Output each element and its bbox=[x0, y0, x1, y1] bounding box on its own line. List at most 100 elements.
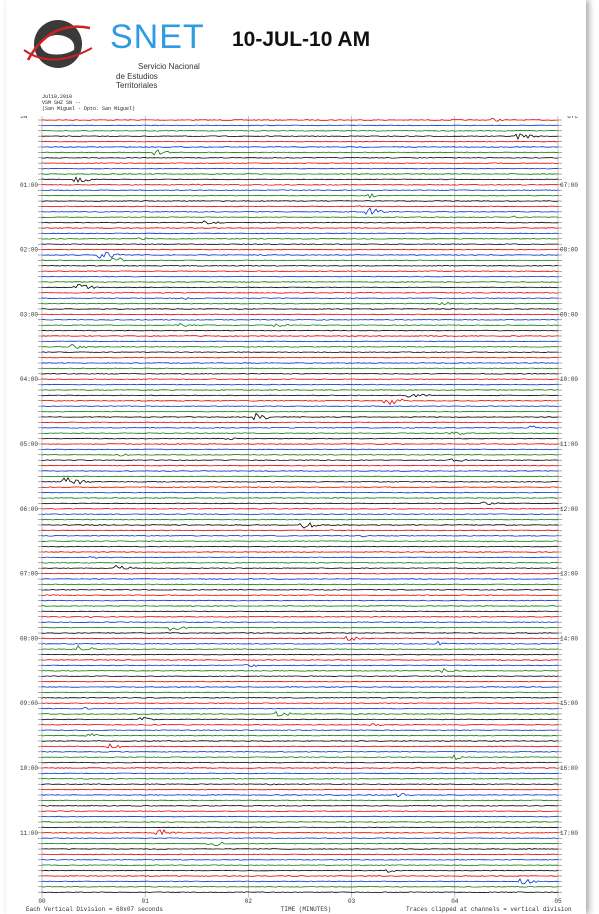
seismic-trace bbox=[41, 501, 559, 506]
seismic-trace bbox=[41, 398, 559, 406]
seismic-trace bbox=[41, 343, 559, 349]
seismic-trace bbox=[41, 767, 559, 769]
seismic-trace bbox=[41, 251, 559, 259]
seismic-trace bbox=[41, 283, 559, 290]
seismic-trace bbox=[41, 691, 559, 694]
seismic-trace bbox=[41, 200, 559, 202]
snet-logo: SNET Servicio Nacional de Estudios Terri… bbox=[20, 10, 204, 90]
seismic-trace bbox=[41, 486, 559, 488]
seismic-trace bbox=[41, 149, 559, 156]
seismic-trace bbox=[41, 412, 559, 421]
seismic-trace bbox=[41, 859, 558, 861]
seismic-trace bbox=[41, 710, 558, 717]
seismic-trace bbox=[41, 702, 559, 704]
seismic-trace bbox=[41, 173, 558, 175]
hour-label-left: 11:00 bbox=[20, 830, 38, 837]
seismic-trace bbox=[41, 140, 559, 143]
logo-text: SNET bbox=[110, 18, 205, 56]
seismic-trace bbox=[41, 281, 559, 283]
seismic-trace bbox=[41, 886, 559, 888]
hour-label-left: 01:00 bbox=[20, 182, 38, 189]
axis-title: TIME (MINUTES) bbox=[281, 906, 331, 913]
seismic-trace bbox=[41, 632, 559, 634]
seismic-trace bbox=[41, 323, 559, 328]
seismic-trace bbox=[41, 635, 559, 641]
minute-tick-label: 05 bbox=[554, 898, 562, 905]
hour-label-right: 13:00 bbox=[560, 571, 578, 578]
seismic-trace bbox=[41, 640, 559, 646]
seismic-trace bbox=[41, 561, 559, 564]
seismic-trace bbox=[41, 351, 558, 353]
seismic-trace bbox=[41, 680, 559, 683]
hour-label-left: 09:00 bbox=[20, 700, 38, 707]
logo-subtitle-2: de Estudios Territoriales bbox=[116, 72, 158, 90]
seismic-trace bbox=[41, 477, 559, 485]
seismic-trace bbox=[41, 706, 559, 710]
hour-label-right: 10:00 bbox=[560, 376, 578, 383]
seismic-trace bbox=[41, 475, 559, 478]
seismic-trace bbox=[41, 157, 558, 159]
logo-subtitle-1: Servicio Nacional bbox=[138, 62, 200, 71]
hour-label-right: 15:00 bbox=[560, 700, 578, 707]
footer-left-note: Each Vertical Division = 60x07 seconds bbox=[26, 906, 163, 913]
seismic-trace bbox=[41, 497, 559, 499]
helicorder-plot: SN UTC 01:00 02:00 03:00 04:00 05:00 06:00 07:00… bbox=[20, 116, 578, 898]
seismic-trace bbox=[41, 815, 558, 818]
seismic-trace bbox=[41, 717, 559, 721]
seismic-trace bbox=[41, 508, 558, 510]
seismogram-page: SNET Servicio Nacional de Estudios Terri… bbox=[6, 0, 586, 914]
seismic-trace bbox=[41, 878, 559, 885]
seismic-trace bbox=[41, 518, 559, 521]
seismic-trace bbox=[41, 183, 559, 186]
seismic-trace bbox=[41, 864, 559, 866]
seismic-trace bbox=[41, 319, 559, 321]
seismic-trace bbox=[41, 594, 559, 596]
seismic-trace bbox=[41, 733, 559, 737]
seismic-trace bbox=[41, 421, 559, 424]
seismic-trace bbox=[41, 162, 559, 164]
seismic-trace bbox=[41, 248, 559, 251]
seismic-trace bbox=[41, 778, 558, 780]
seismic-trace bbox=[41, 362, 559, 364]
hour-label-left: 05:00 bbox=[20, 441, 38, 448]
seismic-trace bbox=[41, 237, 559, 241]
seismic-trace bbox=[41, 761, 559, 764]
seismic-trace bbox=[41, 626, 559, 632]
seismic-trace bbox=[41, 383, 558, 386]
minute-tick-label: 02 bbox=[245, 898, 253, 905]
seismic-trace bbox=[41, 875, 559, 877]
hour-label-right: 16:00 bbox=[560, 765, 578, 772]
station-location: (San Miguel - Dpto. San Miguel) bbox=[42, 106, 136, 112]
seismic-trace bbox=[41, 826, 559, 829]
seismic-trace bbox=[41, 675, 559, 677]
seismic-trace bbox=[41, 556, 559, 559]
hour-label-left: 10:00 bbox=[20, 765, 38, 772]
seismic-trace bbox=[41, 615, 559, 619]
corner-left-label: SN bbox=[20, 116, 28, 120]
seismic-trace bbox=[41, 644, 559, 651]
seismic-trace bbox=[41, 788, 559, 791]
seismic-trace bbox=[41, 686, 559, 688]
seismic-trace bbox=[41, 751, 559, 753]
seismic-trace bbox=[41, 740, 559, 742]
seismic-trace bbox=[41, 799, 559, 802]
el-salvador-globe-icon bbox=[23, 20, 93, 68]
seismic-trace bbox=[41, 605, 559, 607]
seismic-trace bbox=[41, 853, 559, 856]
seismic-trace bbox=[41, 176, 559, 183]
seismic-trace bbox=[41, 308, 559, 310]
seismic-trace bbox=[41, 301, 559, 306]
footer-right-note: Traces clipped at channels = vertical di… bbox=[406, 906, 572, 913]
seismic-trace bbox=[41, 513, 559, 515]
seismic-trace bbox=[42, 564, 559, 570]
hour-label-right: 14:00 bbox=[560, 635, 578, 642]
seismic-trace bbox=[41, 405, 559, 407]
seismic-trace bbox=[41, 723, 559, 727]
hour-label-right: 12:00 bbox=[560, 506, 578, 513]
seismic-trace bbox=[41, 572, 559, 575]
seismic-trace bbox=[41, 522, 559, 529]
seismic-trace bbox=[41, 659, 559, 661]
seismic-trace bbox=[41, 491, 559, 494]
time-axis-footer: 00 01 02 03 04 05 Each Vertical Division = 60x… bbox=[26, 898, 572, 913]
station-info: Jul10,2010 VSM SHZ SN -- (San Miguel - D… bbox=[42, 94, 135, 112]
